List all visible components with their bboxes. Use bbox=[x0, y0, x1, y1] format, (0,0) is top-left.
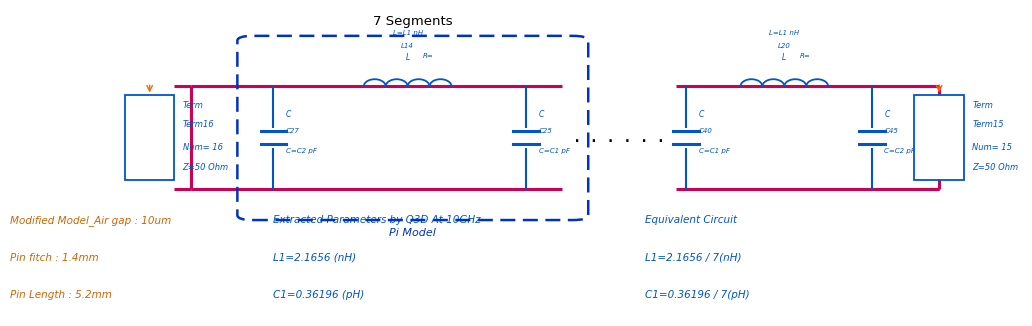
Text: L1=2.1656 (nH): L1=2.1656 (nH) bbox=[273, 253, 357, 263]
Text: C1=0.36196 (pH): C1=0.36196 (pH) bbox=[273, 290, 364, 300]
Text: Extracted Parameters by Q3D At 10GHz: Extracted Parameters by Q3D At 10GHz bbox=[273, 215, 481, 225]
Text: Num= 16: Num= 16 bbox=[183, 143, 223, 152]
Text: R=: R= bbox=[423, 53, 433, 59]
Text: C45: C45 bbox=[884, 128, 898, 134]
Text: C: C bbox=[286, 111, 291, 119]
Text: C=C2 pF: C=C2 pF bbox=[884, 148, 915, 154]
Text: C25: C25 bbox=[539, 128, 552, 134]
Text: L=L1 nH: L=L1 nH bbox=[769, 30, 800, 36]
Text: Z=50 Ohm: Z=50 Ohm bbox=[972, 163, 1019, 171]
Text: Pi Model: Pi Model bbox=[389, 228, 437, 238]
Text: Term15: Term15 bbox=[972, 120, 1004, 129]
Text: C=C1 pF: C=C1 pF bbox=[539, 148, 570, 154]
Text: L20: L20 bbox=[778, 43, 791, 49]
Text: Term: Term bbox=[183, 101, 203, 110]
Text: C40: C40 bbox=[699, 128, 712, 134]
Text: L1=2.1656 / 7(nH): L1=2.1656 / 7(nH) bbox=[645, 253, 742, 263]
Bar bbox=[914, 96, 964, 180]
Text: L14: L14 bbox=[401, 43, 414, 49]
Text: . . . . . .: . . . . . . bbox=[573, 131, 666, 145]
Text: Pin Length : 5.2mm: Pin Length : 5.2mm bbox=[10, 290, 112, 300]
Text: Modified Model_Air gap : 10um: Modified Model_Air gap : 10um bbox=[10, 215, 171, 226]
Text: Term: Term bbox=[972, 101, 993, 110]
Text: Equivalent Circuit: Equivalent Circuit bbox=[645, 215, 737, 225]
Text: Num= 15: Num= 15 bbox=[972, 143, 1012, 152]
Text: C=C2 pF: C=C2 pF bbox=[286, 148, 317, 154]
Text: C27: C27 bbox=[286, 128, 299, 134]
Text: L: L bbox=[406, 53, 410, 62]
Text: L: L bbox=[782, 53, 786, 62]
Text: 7 Segments: 7 Segments bbox=[373, 15, 453, 28]
Bar bbox=[125, 96, 174, 180]
Text: C=C1 pF: C=C1 pF bbox=[699, 148, 730, 154]
Text: C1=0.36196 / 7(pH): C1=0.36196 / 7(pH) bbox=[645, 290, 749, 300]
Text: C: C bbox=[884, 111, 890, 119]
Text: Pin fitch : 1.4mm: Pin fitch : 1.4mm bbox=[10, 253, 99, 263]
Text: C: C bbox=[539, 111, 544, 119]
Text: C: C bbox=[699, 111, 704, 119]
Text: R=: R= bbox=[800, 53, 810, 59]
Text: L=L1 nH: L=L1 nH bbox=[392, 30, 423, 36]
Text: Term16: Term16 bbox=[183, 120, 215, 129]
Text: Z=50 Ohm: Z=50 Ohm bbox=[183, 163, 229, 171]
